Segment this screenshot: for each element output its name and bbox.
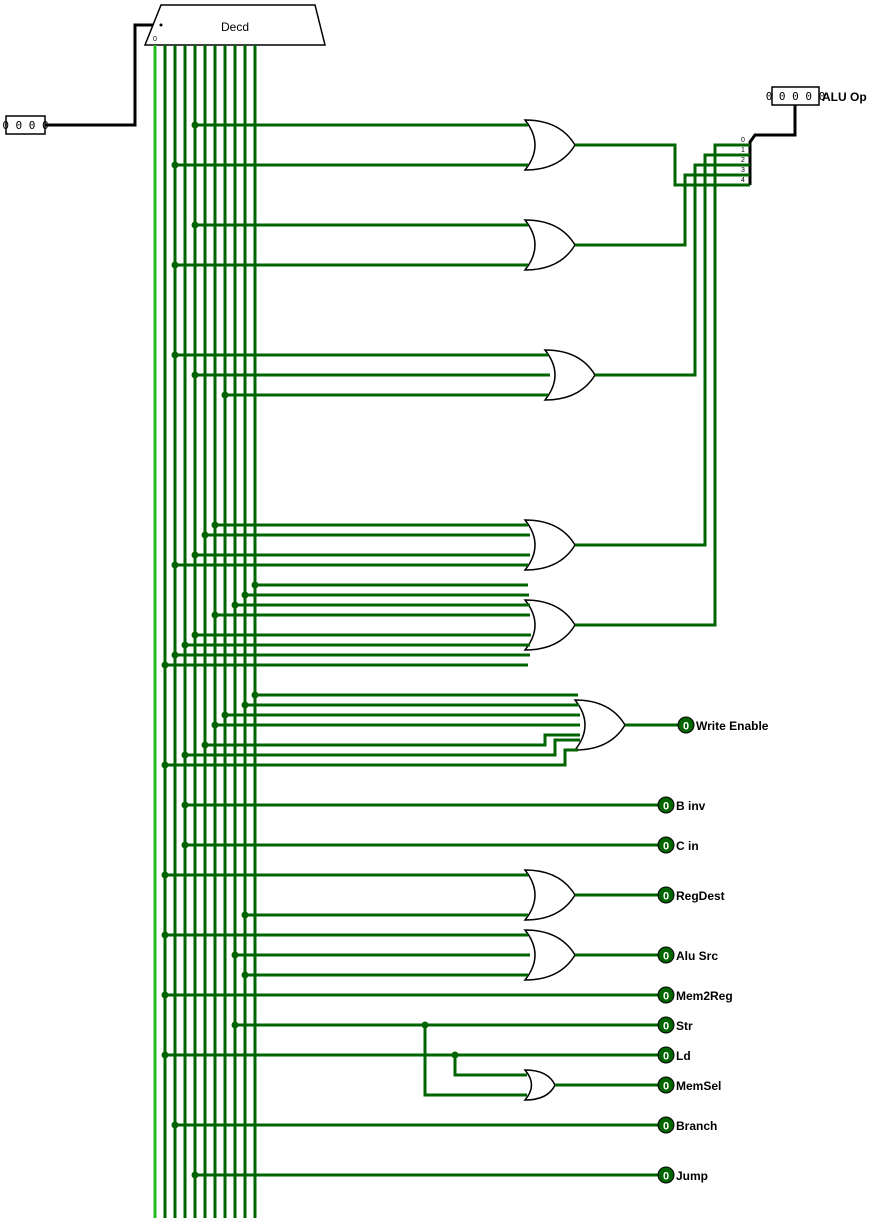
or-gate bbox=[523, 1069, 556, 1101]
output-pin-mem2reg[interactable]: 0 Mem2Reg bbox=[657, 986, 733, 1004]
split-index-1: 1 bbox=[741, 147, 745, 154]
alu-op-value: 0 0 0 0 0 bbox=[766, 90, 826, 103]
junction-dots bbox=[161, 121, 459, 1179]
output-value: 0 bbox=[663, 841, 669, 853]
decoder-output-lines bbox=[153, 45, 257, 1218]
or-gate bbox=[523, 869, 576, 921]
split-index-4: 4 bbox=[741, 177, 745, 184]
alu-op-pin[interactable]: 0 0 0 0 0 ALU Op bbox=[766, 86, 867, 106]
output-value: 0 bbox=[663, 951, 669, 963]
split-index-0: 0 bbox=[741, 137, 745, 144]
output-label: MemSel bbox=[676, 1079, 721, 1093]
output-pin-memsel[interactable]: 0 MemSel bbox=[657, 1076, 721, 1094]
decoder-label: Decd bbox=[221, 20, 249, 34]
or-gate bbox=[523, 599, 576, 651]
output-value: 0 bbox=[683, 721, 689, 733]
logic-gates bbox=[523, 119, 626, 1101]
wires bbox=[165, 123, 750, 1177]
output-value: 0 bbox=[663, 801, 669, 813]
or-gate bbox=[523, 929, 576, 981]
output-label: B inv bbox=[676, 799, 706, 813]
output-label: Branch bbox=[676, 1119, 717, 1133]
output-pin-write-enable[interactable]: 0 Write Enable bbox=[677, 716, 769, 734]
output-pin-jump[interactable]: 0 Jump bbox=[657, 1166, 708, 1184]
split-index-3: 3 bbox=[741, 167, 745, 174]
output-value: 0 bbox=[663, 1021, 669, 1033]
input-bus bbox=[45, 23, 155, 127]
output-pin-branch[interactable]: 0 Branch bbox=[657, 1116, 717, 1134]
output-label: Mem2Reg bbox=[676, 989, 733, 1003]
output-label: Write Enable bbox=[696, 719, 769, 733]
output-label: RegDest bbox=[676, 889, 725, 903]
split-index-2: 2 bbox=[741, 157, 745, 164]
output-pin-c-in[interactable]: 0 C in bbox=[657, 836, 699, 854]
output-label: Str bbox=[676, 1019, 693, 1033]
decoder-select-index: 0 bbox=[153, 36, 157, 43]
or-gate bbox=[523, 119, 576, 171]
output-value: 0 bbox=[663, 1171, 669, 1183]
output-pin-alu-src[interactable]: 0 Alu Src bbox=[657, 946, 718, 964]
input-pin-value: 0 0 0 0 bbox=[2, 119, 48, 132]
alu-op-label: ALU Op bbox=[822, 90, 867, 104]
output-value: 0 bbox=[663, 1081, 669, 1093]
output-value: 0 bbox=[663, 891, 669, 903]
output-pin-ld[interactable]: 0 Ld bbox=[657, 1046, 691, 1064]
or-gate bbox=[543, 349, 596, 401]
output-label: Alu Src bbox=[676, 949, 718, 963]
output-pin-b-inv[interactable]: 0 B inv bbox=[657, 796, 706, 814]
or-gate bbox=[523, 519, 576, 571]
or-gate bbox=[523, 219, 576, 271]
alu-op-bus bbox=[748, 105, 797, 185]
output-label: C in bbox=[676, 839, 699, 853]
output-label: Jump bbox=[676, 1169, 708, 1183]
alu-op-splitter: 0 1 2 3 4 bbox=[741, 137, 745, 184]
output-pin-str[interactable]: 0 Str bbox=[657, 1016, 693, 1034]
or-gate bbox=[573, 699, 626, 751]
output-value: 0 bbox=[663, 991, 669, 1003]
input-pin[interactable]: 0 0 0 0 bbox=[2, 115, 49, 135]
output-label: Ld bbox=[676, 1049, 691, 1063]
output-value: 0 bbox=[663, 1121, 669, 1133]
decoder[interactable]: 0 Decd bbox=[143, 4, 326, 46]
output-pin-regdest[interactable]: 0 RegDest bbox=[657, 886, 725, 904]
output-value: 0 bbox=[663, 1051, 669, 1063]
